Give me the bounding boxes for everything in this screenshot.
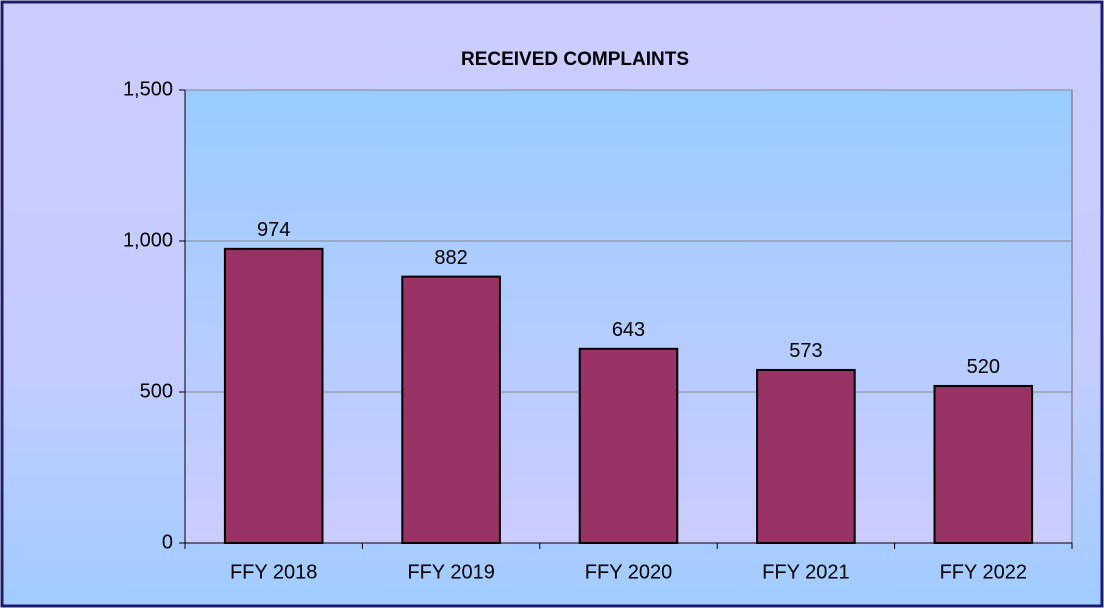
x-tick-label: FFY 2020 <box>585 561 672 583</box>
y-tick-label: 500 <box>140 380 173 402</box>
x-tick-label: FFY 2019 <box>407 561 494 583</box>
bar <box>401 275 501 544</box>
chart-title: RECEIVED COMPLAINTS <box>461 49 689 70</box>
x-tick-label: FFY 2018 <box>230 561 317 583</box>
bar <box>223 247 324 545</box>
data-label: 573 <box>789 340 822 362</box>
bar <box>933 384 1034 544</box>
y-tick-label: 1,500 <box>123 78 173 100</box>
data-label: 520 <box>967 356 1000 378</box>
x-tick-label: FFY 2021 <box>762 561 849 583</box>
data-label: 643 <box>612 319 645 341</box>
data-label: 974 <box>257 219 290 241</box>
y-tick-label: 1,000 <box>123 229 173 251</box>
y-tick-label: 0 <box>162 531 173 553</box>
bar <box>578 347 679 544</box>
x-tick-label: FFY 2022 <box>940 561 1027 583</box>
bar <box>756 368 856 545</box>
data-label: 882 <box>434 247 467 269</box>
